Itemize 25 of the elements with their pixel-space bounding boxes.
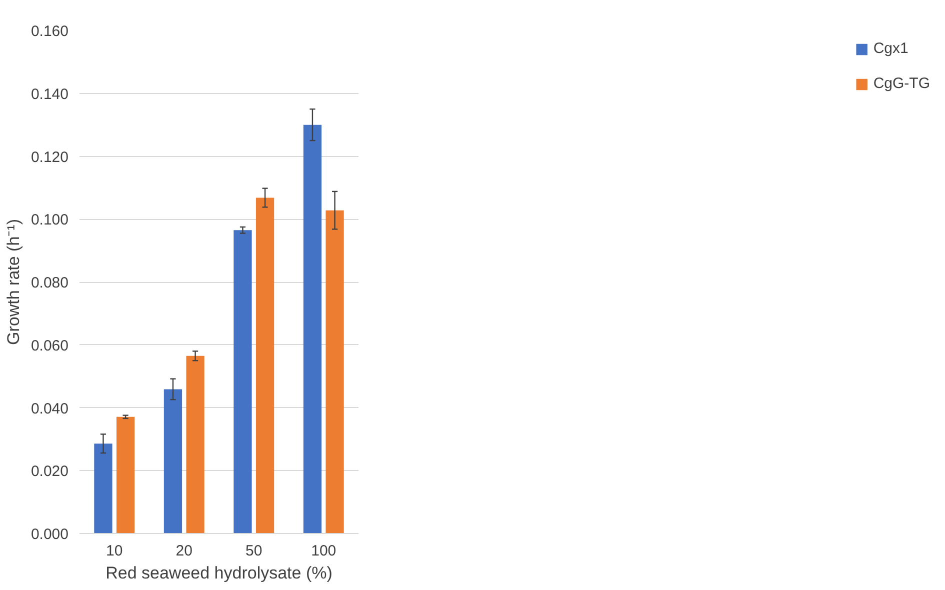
- y-tick-label: 0.080: [30, 274, 69, 292]
- y-axis-title: Growth rate (h⁻¹): [4, 219, 23, 345]
- x-tick-label: 100: [311, 542, 336, 560]
- y-tick-label: 0.100: [30, 212, 69, 229]
- x-tick-label: 50: [246, 542, 262, 560]
- bar: [116, 416, 135, 534]
- y-tick-label: 0.140: [30, 86, 69, 103]
- y-tick-label: 0.120: [30, 148, 69, 166]
- bar: [164, 389, 182, 534]
- x-tick-label: 10: [106, 542, 123, 560]
- legend-label: Cgx1: [873, 40, 908, 57]
- bar: [234, 230, 252, 534]
- legend-label: CgG-TG: [873, 75, 930, 92]
- x-tick-label: 20: [176, 542, 192, 560]
- y-tick-label: 0.040: [30, 400, 69, 418]
- y-tick-label: 0.160: [30, 23, 69, 40]
- bar: [326, 210, 344, 534]
- y-tick-label: 0.000: [30, 526, 69, 543]
- bar: [256, 198, 274, 534]
- x-axis-title: Red seaweed hydrolysate (%): [106, 564, 332, 582]
- bar: [94, 444, 112, 534]
- bar: [186, 356, 204, 534]
- bar: [303, 124, 322, 534]
- y-tick-label: 0.020: [30, 463, 69, 480]
- y-tick-label: 0.060: [30, 337, 69, 354]
